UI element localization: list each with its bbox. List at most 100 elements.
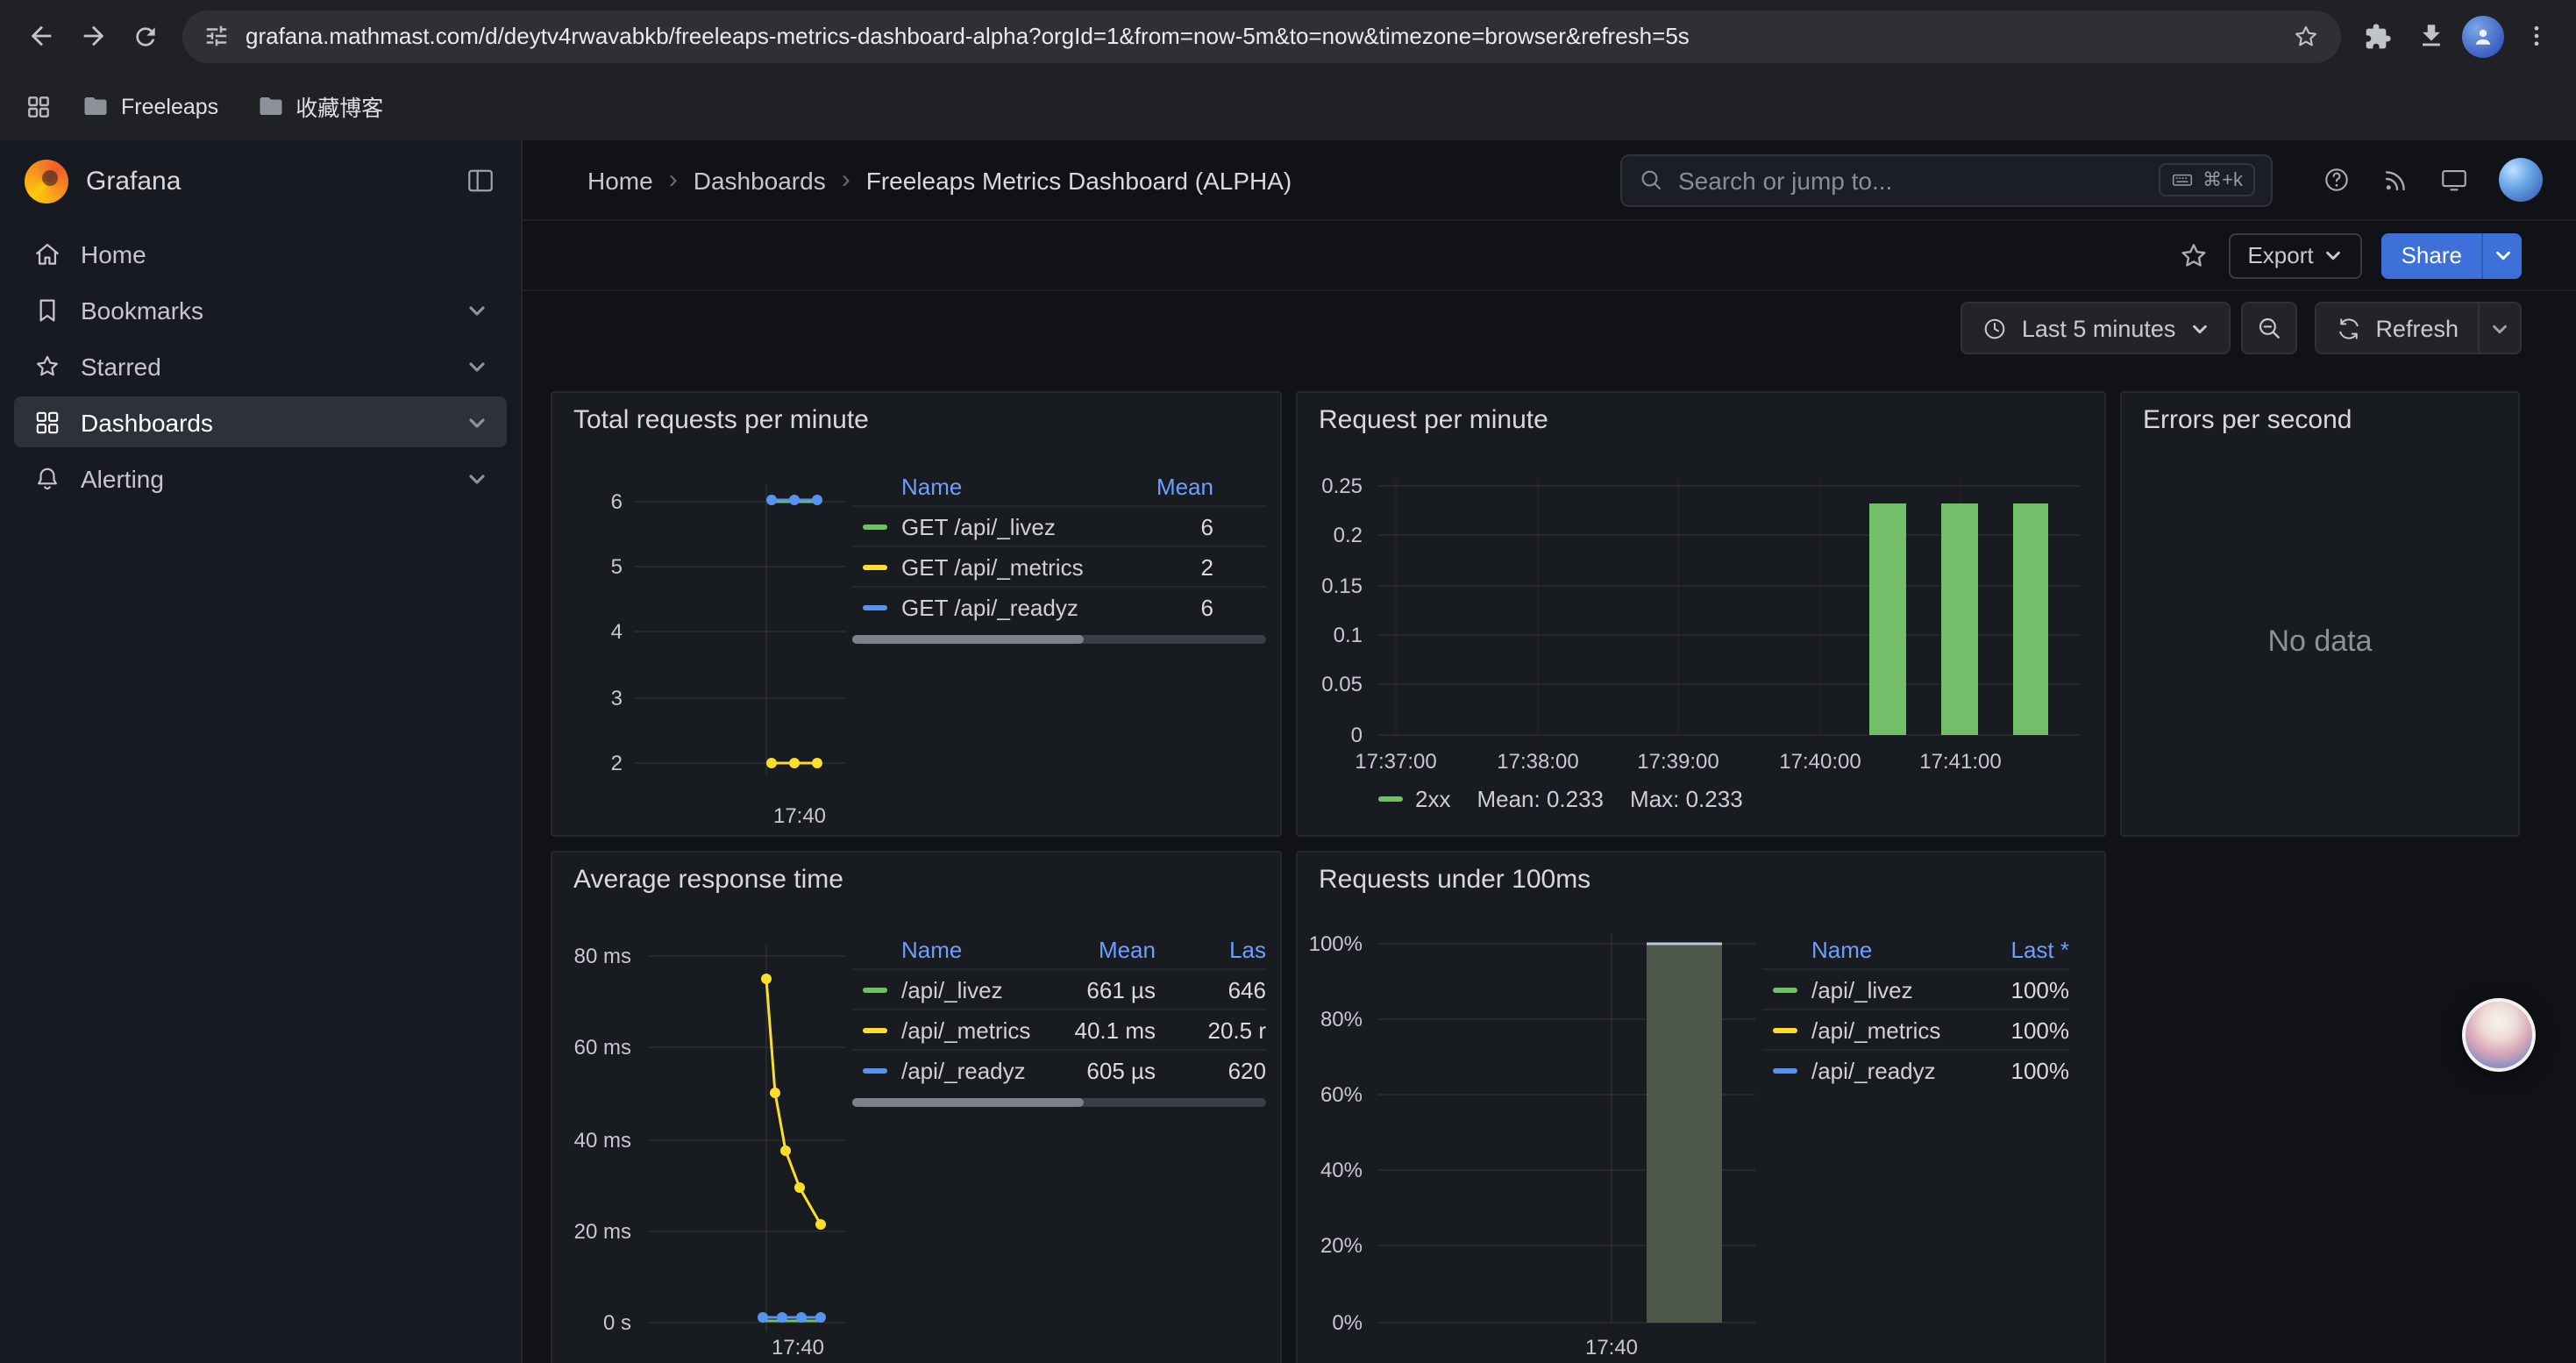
- legend-row[interactable]: /api/_livez 661 µs 646: [852, 968, 1266, 1009]
- star-icon: [33, 352, 61, 380]
- legend-series-name[interactable]: 2xx: [1415, 786, 1450, 812]
- refresh-interval-button[interactable]: [2478, 303, 2520, 353]
- favorite-star-icon[interactable]: [2177, 239, 2209, 271]
- legend-col-name[interactable]: Name: [901, 473, 1115, 499]
- scrollbar-thumb[interactable]: [852, 1098, 1084, 1107]
- apps-grid-icon[interactable]: [25, 92, 53, 120]
- bar-chart: [1378, 472, 2080, 753]
- legend-row[interactable]: /api/_readyz 100%: [1762, 1049, 2069, 1089]
- legend-row[interactable]: GET /api/_livez 6: [852, 505, 1266, 546]
- panel-title[interactable]: Errors per second: [2143, 405, 2352, 435]
- grafana-app: Grafana Home Bookmarks: [0, 140, 2576, 1363]
- panel-title[interactable]: Requests under 100ms: [1319, 865, 1590, 895]
- legend-row[interactable]: /api/_metrics 40.1 ms 20.5 r: [852, 1009, 1266, 1049]
- legend-col-mean[interactable]: Mean: [1115, 473, 1213, 499]
- address-bar[interactable]: grafana.mathmast.com/d/deytv4rwavabkb/fr…: [182, 10, 2341, 62]
- bookmark-label[interactable]: Freeleaps: [121, 94, 218, 118]
- forward-icon[interactable]: [67, 10, 119, 62]
- site-settings-icon[interactable]: [203, 23, 230, 49]
- legend-col-last[interactable]: Last *: [1964, 936, 2069, 962]
- legend-series-name[interactable]: /api/_readyz: [901, 1057, 1050, 1083]
- legend-series-name[interactable]: GET /api/_livez: [901, 513, 1115, 539]
- panel-title[interactable]: Total requests per minute: [573, 405, 869, 435]
- url-text[interactable]: grafana.mathmast.com/d/deytv4rwavabkb/fr…: [246, 23, 2276, 49]
- legend-table: Name Mean Las /api/_livez 661 µs 646: [852, 930, 1266, 1107]
- menu-kebab-icon[interactable]: [2509, 10, 2562, 62]
- series-color-swatch: [1378, 796, 1403, 802]
- breadcrumb-dashboards[interactable]: Dashboards: [694, 166, 826, 194]
- legend: 2xx Mean: 0.233 Max: 0.233: [1378, 786, 1743, 812]
- time-range-picker[interactable]: Last 5 minutes: [1960, 302, 2231, 354]
- panel-title[interactable]: Average response time: [573, 865, 843, 895]
- help-icon[interactable]: [2322, 165, 2352, 195]
- grafana-logo[interactable]: [25, 159, 68, 203]
- sidebar-item-label: Starred: [81, 352, 161, 380]
- assistant-avatar[interactable]: [2462, 998, 2536, 1072]
- y-tick: 0.1: [1310, 621, 1363, 649]
- series-color-swatch: [1773, 1027, 1797, 1032]
- legend-series-name[interactable]: GET /api/_metrics: [901, 553, 1115, 580]
- y-tick: 0.25: [1310, 472, 1363, 500]
- legend-series-value: 2: [1115, 553, 1213, 580]
- panel-title[interactable]: Request per minute: [1319, 405, 1548, 435]
- legend-scrollbar[interactable]: [852, 1098, 1266, 1107]
- legend-series-name[interactable]: /api/_livez: [901, 976, 1050, 1003]
- chevron-down-icon[interactable]: [466, 299, 487, 320]
- sidebar-item-label: Home: [81, 239, 146, 268]
- refresh-button[interactable]: Refresh: [2316, 303, 2478, 353]
- legend-row[interactable]: /api/_metrics 100%: [1762, 1009, 2069, 1049]
- bookmark-label[interactable]: 收藏博客: [295, 89, 383, 123]
- sidebar-item-home[interactable]: Home: [14, 228, 507, 279]
- share-menu-button[interactable]: [2481, 232, 2522, 278]
- back-icon[interactable]: [14, 10, 67, 62]
- home-icon: [33, 239, 61, 268]
- user-avatar[interactable]: [2499, 158, 2543, 202]
- sidebar-item-dashboards[interactable]: Dashboards: [14, 396, 507, 447]
- downloads-icon[interactable]: [2404, 10, 2457, 62]
- legend-row[interactable]: /api/_readyz 605 µs 620: [852, 1049, 1266, 1089]
- rss-icon[interactable]: [2381, 166, 2409, 194]
- legend-row[interactable]: /api/_livez 100%: [1762, 968, 2069, 1009]
- legend-row[interactable]: GET /api/_metrics 2: [852, 546, 1266, 586]
- legend-series-value: 6: [1115, 513, 1213, 539]
- chevron-down-icon[interactable]: [466, 355, 487, 376]
- legend-row[interactable]: GET /api/_readyz 6: [852, 586, 1266, 626]
- sidebar-item-bookmarks[interactable]: Bookmarks: [14, 284, 507, 335]
- share-button[interactable]: Share: [2382, 232, 2481, 278]
- panel-requests-under-100ms: Requests under 100ms 100% 80% 60% 40% 20…: [1296, 851, 2106, 1363]
- legend-col-mean[interactable]: Mean: [1050, 936, 1156, 962]
- panel-errors-per-second: Errors per second No data: [2120, 391, 2520, 837]
- y-tick: 0%: [1306, 1309, 1363, 1337]
- sidebar-item-starred[interactable]: Starred: [14, 340, 507, 391]
- chevron-down-icon[interactable]: [466, 467, 487, 489]
- legend-scrollbar[interactable]: [852, 635, 1266, 644]
- bookmark-star-icon[interactable]: [2292, 22, 2320, 50]
- legend-col-last[interactable]: Las: [1156, 936, 1266, 962]
- monitor-icon[interactable]: [2439, 165, 2469, 195]
- scrollbar-thumb[interactable]: [852, 635, 1084, 644]
- extensions-icon[interactable]: [2352, 10, 2404, 62]
- bookmark-item[interactable]: Freeleaps: [74, 93, 227, 119]
- legend-col-name[interactable]: Name: [1811, 936, 1964, 962]
- y-tick: 60 ms: [561, 1033, 631, 1061]
- export-button[interactable]: Export: [2228, 232, 2362, 278]
- legend-series-name[interactable]: GET /api/_readyz: [901, 594, 1115, 620]
- legend-series-name[interactable]: /api/_readyz: [1811, 1057, 1964, 1083]
- reload-icon[interactable]: [119, 10, 172, 62]
- zoom-out-button[interactable]: [2240, 302, 2296, 354]
- legend-series-name[interactable]: /api/_metrics: [1811, 1017, 1964, 1043]
- breadcrumb-home[interactable]: Home: [587, 166, 653, 194]
- collapse-sidebar-icon[interactable]: [465, 165, 496, 196]
- search-box[interactable]: ⌘+k: [1620, 153, 2273, 206]
- no-data-message: No data: [2122, 624, 2518, 660]
- search-input[interactable]: [1678, 166, 2145, 194]
- bookmark-item[interactable]: 收藏博客: [248, 89, 392, 123]
- legend-series-name[interactable]: /api/_metrics: [901, 1017, 1050, 1043]
- legend-series-last: 100%: [1964, 976, 2069, 1003]
- legend-series-name[interactable]: /api/_livez: [1811, 976, 1964, 1003]
- bar-chart: [1378, 930, 1755, 1337]
- legend-col-name[interactable]: Name: [901, 936, 1050, 962]
- sidebar-item-alerting[interactable]: Alerting: [14, 453, 507, 503]
- profile-avatar[interactable]: [2457, 10, 2509, 62]
- chevron-down-icon[interactable]: [466, 411, 487, 432]
